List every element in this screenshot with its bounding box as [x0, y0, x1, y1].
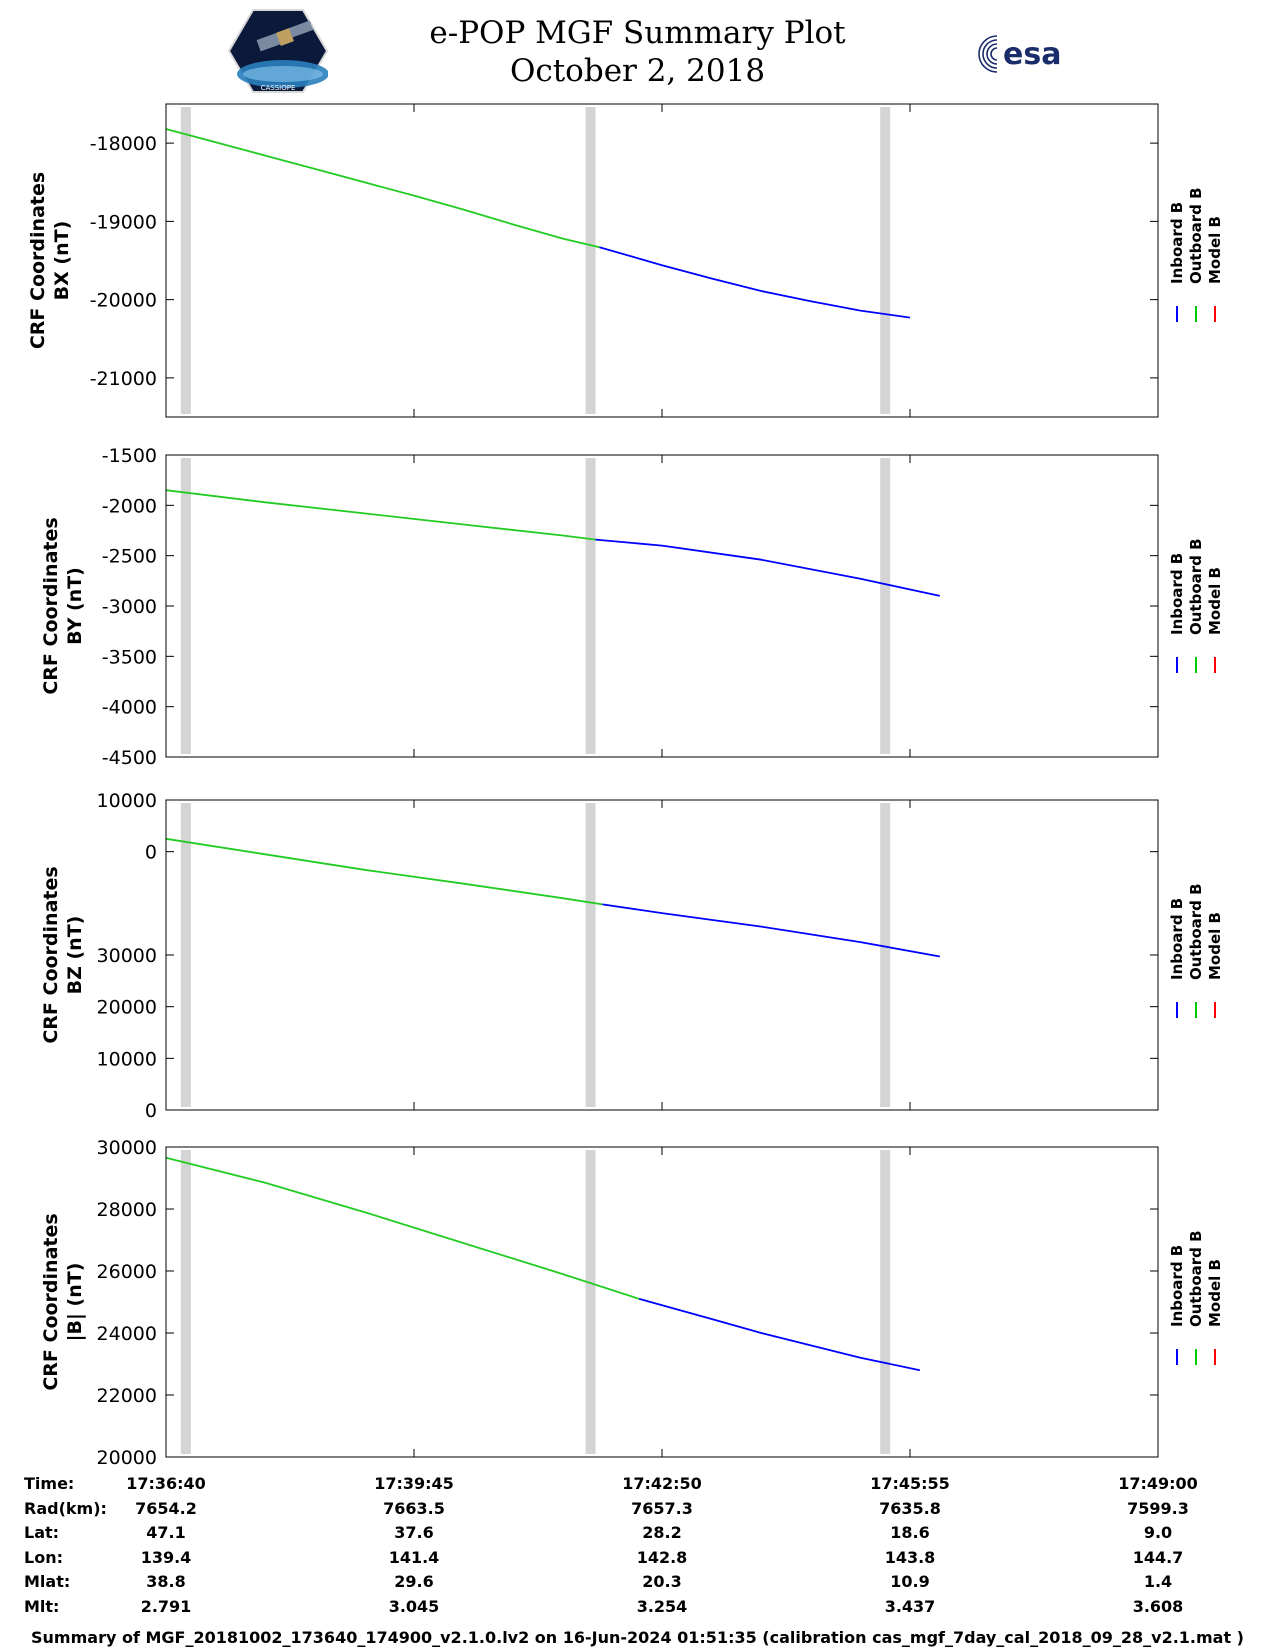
grey-band-3-3 [880, 803, 891, 1107]
ylabel-line1-1: CRF Coordinates [27, 172, 49, 349]
ylabel-line2-2: BY (nT) [64, 567, 86, 645]
ytick-label-4-2: 22000 [97, 1385, 157, 1407]
ytick-label-1-2: -19000 [90, 211, 157, 233]
ylabel-line2-1: BX (nT) [51, 221, 73, 301]
ytick-label-1-1: -18000 [90, 133, 157, 155]
title-line-1: e-POP MGF Summary Plot [429, 15, 846, 51]
series-line-1-outboard-b [165, 128, 600, 249]
series-line-4-outboard-b [165, 1156, 640, 1300]
grey-band-4-3 [880, 1150, 891, 1454]
legend-label-1-2: Outboard B [1187, 187, 1205, 284]
grey-band-1-2 [585, 107, 596, 414]
series-line-2-outboard-b [165, 489, 596, 541]
series-line-4-inboard-b [638, 1298, 921, 1372]
grey-band-2-3 [880, 458, 891, 754]
ytick-label-3-1: 0 [145, 1100, 157, 1122]
ytick-label-2-5: -3500 [102, 646, 157, 668]
legend-label-1-1: Inboard B [1168, 202, 1186, 284]
legend-label-3-3: Model B [1206, 912, 1224, 980]
ytick-label-4-1: 20000 [97, 1447, 157, 1469]
ylabel-line1-2: CRF Coordinates [40, 517, 62, 694]
footer-summary: Summary of MGF_20181002_173640_174900_v2… [31, 1628, 1244, 1647]
cassiope-logo-text: CASSIOPE [261, 84, 296, 92]
ylabel-line2-3: BZ (nT) [64, 916, 86, 995]
ytick-label-2-2: -2000 [102, 495, 157, 517]
ytick-label-2-6: -4000 [102, 697, 157, 719]
ytick-label-2-3: -2500 [102, 546, 157, 568]
ylabel-line2-4: |B| (nT) [64, 1263, 86, 1342]
ytick-label-2-1: -1500 [102, 445, 157, 467]
series-line-3-outboard-b [165, 837, 603, 906]
grey-band-2-1 [180, 458, 191, 754]
plot-frame-3 [165, 799, 1159, 1111]
ylabel-line1-3: CRF Coordinates [40, 866, 62, 1043]
plot-frame-4 [165, 1146, 1159, 1458]
series-line-1-inboard-b [599, 246, 911, 319]
grey-band-3-1 [180, 803, 191, 1107]
ytick-label-4-6: 30000 [97, 1137, 157, 1159]
plot-frame-1 [165, 103, 1159, 418]
ytick-label-3-2: 10000 [97, 1048, 157, 1070]
esa-logo-text: esa [1003, 37, 1061, 72]
legend-label-1-3: Model B [1206, 216, 1224, 284]
esa-logo: esa [975, 28, 1095, 78]
legend-label-3-2: Outboard B [1187, 883, 1205, 980]
grey-band-2-2 [585, 458, 596, 754]
ytick-label-4-3: 24000 [97, 1323, 157, 1345]
legend-label-3-1: Inboard B [1168, 898, 1186, 980]
title-line-2: October 2, 2018 [509, 53, 766, 89]
grey-band-1-1 [180, 107, 191, 414]
grey-band-4-1 [180, 1150, 191, 1454]
grey-band-1-3 [880, 107, 891, 414]
grey-band-3-2 [585, 803, 596, 1107]
legend-label-4-2: Outboard B [1187, 1230, 1205, 1327]
cassiope-logo: CASSIOPE [227, 8, 329, 94]
ytick-label-1-3: -20000 [90, 290, 157, 312]
legend-label-2-3: Model B [1206, 567, 1224, 635]
ytick-label-1-4: -21000 [90, 368, 157, 390]
ylabel-line1-4: CRF Coordinates [40, 1213, 62, 1390]
legend-label-4-3: Model B [1206, 1259, 1224, 1327]
ytick-label-4-5: 28000 [97, 1199, 157, 1221]
legend-label-2-1: Inboard B [1168, 553, 1186, 635]
series-line-2-inboard-b [595, 538, 940, 597]
legend-label-4-1: Inboard B [1168, 1245, 1186, 1327]
ytick-label-3-6: 10000 [97, 790, 157, 812]
legend-label-2-2: Outboard B [1187, 538, 1205, 635]
ytick-label-3-5: 0 [145, 842, 157, 864]
ytick-label-2-4: -3000 [102, 596, 157, 618]
ytick-label-3-3: 20000 [97, 997, 157, 1019]
grey-band-4-2 [585, 1150, 596, 1454]
series-line-3-inboard-b [602, 903, 940, 958]
ytick-label-4-4: 26000 [97, 1261, 157, 1283]
ytick-label-2-7: -4500 [102, 747, 157, 769]
plot-frame-2 [165, 454, 1159, 758]
ytick-label-3-4: 30000 [97, 945, 157, 967]
